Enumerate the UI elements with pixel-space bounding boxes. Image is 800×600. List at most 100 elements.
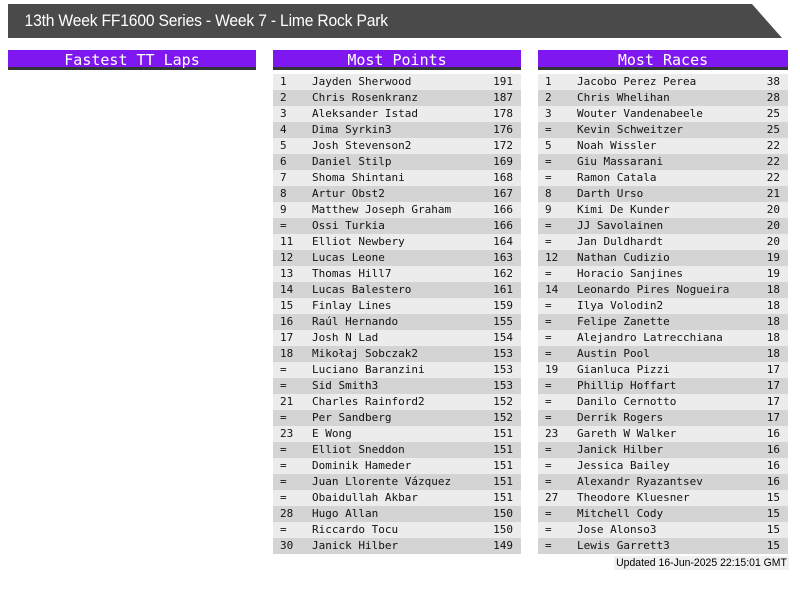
row-name: Per Sandberg	[312, 411, 392, 424]
row-value: 151	[493, 491, 513, 504]
table-row: 1 Jacobo Perez Perea 38	[538, 74, 788, 90]
row-value: 168	[493, 171, 513, 184]
table-row: 2 Chris Whelihan 28	[538, 90, 788, 106]
table-row: = Kevin Schweitzer 25	[538, 122, 788, 138]
row-rank: =	[545, 459, 552, 472]
row-name: Lucas Balestero	[312, 283, 412, 296]
row-value: 15	[766, 507, 780, 520]
row-rank: 14	[545, 283, 559, 296]
row-rank: =	[280, 443, 287, 456]
row-rank: =	[545, 171, 552, 184]
row-rank: =	[545, 507, 552, 520]
row-value: 167	[493, 187, 513, 200]
column-header-fastest-tt-laps: Fastest TT Laps	[8, 50, 256, 70]
table-row: = Elliot Sneddon 151	[273, 442, 521, 458]
row-value: 151	[493, 427, 513, 440]
page-title: 13th Week FF1600 Series - Week 7 - Lime …	[24, 11, 388, 30]
table-row: = Derrik Rogers 17	[538, 410, 788, 426]
row-name: Dominik Hameder	[312, 459, 412, 472]
row-value: 18	[766, 315, 780, 328]
row-rank: 18	[280, 347, 294, 360]
row-name: Gareth W Walker	[577, 427, 677, 440]
row-value: 169	[493, 155, 513, 168]
row-name: Elliot Sneddon	[312, 443, 405, 456]
updated-timestamp: Updated 16-Jun-2025 22:15:01 GMT	[614, 556, 789, 570]
table-row: 16 Raúl Hernando 155	[273, 314, 521, 330]
table-row: = Jessica Bailey 16	[538, 458, 788, 474]
row-rank: 12	[545, 251, 559, 264]
table-row: 11 Elliot Newbery 164	[273, 234, 521, 250]
row-rank: =	[545, 315, 552, 328]
row-rank: =	[280, 459, 287, 472]
table-row: = Alexandr Ryazantsev 16	[538, 474, 788, 490]
row-rank: 3	[280, 107, 287, 120]
row-value: 18	[766, 347, 780, 360]
row-name: Kevin Schweitzer	[577, 123, 683, 136]
table-row: = Sid Smith3 153	[273, 378, 521, 394]
row-name: Thomas Hill7	[312, 267, 392, 280]
row-value: 166	[493, 219, 513, 232]
row-name: Janick Hilber	[577, 443, 664, 456]
row-name: Theodore Kluesner	[577, 491, 690, 504]
table-row: 15 Finlay Lines 159	[273, 298, 521, 314]
row-value: 162	[493, 267, 513, 280]
row-rank: =	[545, 395, 552, 408]
row-value: 149	[493, 539, 513, 552]
row-rank: =	[280, 379, 287, 392]
row-value: 15	[766, 491, 780, 504]
row-rank: 3	[545, 107, 552, 120]
row-rank: =	[545, 219, 552, 232]
row-rank: 5	[280, 139, 287, 152]
row-name: Mikołaj Sobczak2	[312, 347, 418, 360]
table-row: 1 Jayden Sherwood 191	[273, 74, 521, 90]
row-rank: =	[545, 299, 552, 312]
row-value: 20	[766, 219, 780, 232]
row-name: Ossi Turkia	[312, 219, 385, 232]
row-value: 28	[766, 91, 780, 104]
row-value: 16	[766, 427, 780, 440]
row-rank: 5	[545, 139, 552, 152]
row-name: Raúl Hernando	[312, 315, 399, 328]
table-row: = Ossi Turkia 166	[273, 218, 521, 234]
row-name: Horacio Sanjines	[577, 267, 683, 280]
column-header-most-races: Most Races	[538, 50, 788, 70]
row-value: 151	[493, 443, 513, 456]
row-name: Gianluca Pizzi	[577, 363, 670, 376]
row-name: Leonardo Pires Nogueira	[577, 283, 730, 296]
table-row: 6 Daniel Stilp 169	[273, 154, 521, 170]
table-row: = Per Sandberg 152	[273, 410, 521, 426]
row-value: 161	[493, 283, 513, 296]
row-rank: 6	[280, 155, 287, 168]
table-row: = Luciano Baranzini 153	[273, 362, 521, 378]
table-row: = Giu Massarani 22	[538, 154, 788, 170]
row-name: Obaidullah Akbar	[312, 491, 418, 504]
row-rank: =	[545, 539, 552, 552]
table-row: = Felipe Zanette 18	[538, 314, 788, 330]
row-name: Jessica Bailey	[577, 459, 670, 472]
row-rank: 4	[280, 123, 287, 136]
row-value: 25	[766, 123, 780, 136]
row-rank: =	[545, 411, 552, 424]
row-rank: 17	[280, 331, 294, 344]
row-rank: =	[280, 363, 287, 376]
table-row: = Juan Llorente Vázquez 151	[273, 474, 521, 490]
row-name: Giu Massarani	[577, 155, 664, 168]
row-rank: 14	[280, 283, 294, 296]
table-row: 21 Charles Rainford2 152	[273, 394, 521, 410]
table-row: 9 Matthew Joseph Graham 166	[273, 202, 521, 218]
title-bar: 13th Week FF1600 Series - Week 7 - Lime …	[8, 4, 782, 38]
row-name: Finlay Lines	[312, 299, 392, 312]
table-row: 12 Nathan Cudizio 19	[538, 250, 788, 266]
table-row: 14 Leonardo Pires Nogueira 18	[538, 282, 788, 298]
row-name: Chris Rosenkranz	[312, 91, 418, 104]
row-value: 155	[493, 315, 513, 328]
row-value: 151	[493, 459, 513, 472]
row-rank: =	[280, 475, 287, 488]
row-value: 178	[493, 107, 513, 120]
row-value: 153	[493, 347, 513, 360]
table-row: 27 Theodore Kluesner 15	[538, 490, 788, 506]
row-name: Alejandro Latrecchiana	[577, 331, 723, 344]
row-name: Lucas Leone	[312, 251, 385, 264]
table-row: 8 Darth Urso 21	[538, 186, 788, 202]
row-value: 159	[493, 299, 513, 312]
